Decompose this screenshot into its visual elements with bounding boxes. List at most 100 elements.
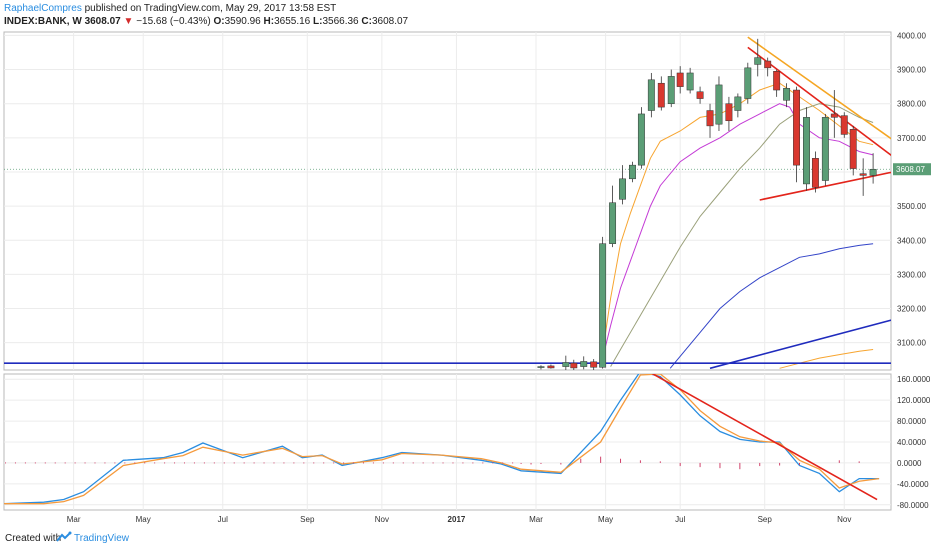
histogram-dot xyxy=(313,462,315,464)
osc-tick-label: 40.0000 xyxy=(897,438,926,447)
tradingview-logo-icon xyxy=(56,531,72,542)
candle-body xyxy=(657,82,665,108)
histogram-dot xyxy=(462,462,464,464)
histogram-dot xyxy=(263,462,265,464)
osc-tick-label: 120.0000 xyxy=(897,396,931,405)
upper-red-trendline xyxy=(747,46,891,157)
low-label: L: xyxy=(313,16,323,27)
price-tick-label: 3500.00 xyxy=(897,202,926,211)
price-pane-frame xyxy=(3,31,892,371)
candle-body xyxy=(706,110,714,127)
symbol-line: INDEX:BANK, W 3608.07 ▼ −15.68 (−0.43%) … xyxy=(4,16,408,27)
candle-body xyxy=(570,362,578,369)
upper-orange-trendline xyxy=(747,36,891,140)
osc-red-trendline xyxy=(651,374,878,501)
histogram-dot xyxy=(213,462,215,464)
price-tick-label: 3900.00 xyxy=(897,66,926,75)
ma-olive-line xyxy=(610,103,874,367)
histogram-dot xyxy=(492,462,494,464)
histogram-dot xyxy=(512,462,514,464)
time-tick-label: May xyxy=(598,515,613,524)
time-tick-label: Mar xyxy=(529,515,543,524)
candle-body xyxy=(821,117,829,181)
candle-body xyxy=(676,72,684,87)
histogram-dot xyxy=(452,462,454,464)
candle-body xyxy=(715,84,723,125)
histogram-dot xyxy=(362,462,364,464)
histogram-dot xyxy=(402,462,404,464)
histogram-dot xyxy=(333,462,335,464)
histogram-dot xyxy=(412,462,414,464)
histogram-dot xyxy=(14,462,16,464)
publish-line: RaphaelCompres published on TradingView.… xyxy=(4,3,336,14)
candle-body xyxy=(686,72,694,91)
histogram-dot xyxy=(84,462,86,464)
osc-series-orange xyxy=(4,374,880,505)
osc-tick-label: -40.0000 xyxy=(897,480,929,489)
histogram-dot xyxy=(94,462,96,464)
histogram-dot xyxy=(24,462,26,464)
candle-body xyxy=(647,79,655,111)
change-value: −15.68 (−0.43%) xyxy=(136,16,211,27)
osc-tick-label: -80.0000 xyxy=(897,501,929,510)
symbol-name: INDEX:BANK xyxy=(4,16,67,27)
price-tick-label: 3700.00 xyxy=(897,134,926,143)
close-label: C: xyxy=(361,16,372,27)
chart-background xyxy=(3,31,892,511)
histogram-dot xyxy=(223,462,225,464)
histogram-dot xyxy=(502,462,504,464)
oscillator-pane[interactable] xyxy=(4,371,880,505)
time-tick-label: 2017 xyxy=(448,515,466,524)
histogram-dot xyxy=(5,462,6,464)
candle-body xyxy=(754,57,762,65)
histogram-dot xyxy=(64,462,66,464)
histogram-dot xyxy=(273,462,275,464)
price-tick-label: 3100.00 xyxy=(897,339,926,348)
candle-body xyxy=(537,366,545,368)
candle-body xyxy=(590,361,598,368)
candle-body xyxy=(803,117,810,185)
open-value: 3590.96 xyxy=(224,16,261,27)
chart-header: RaphaelCompres published on TradingView.… xyxy=(0,0,932,30)
candle-body xyxy=(793,89,800,166)
candle-body xyxy=(734,96,742,111)
histogram-dot xyxy=(193,462,195,464)
last-price-label: 3608.07 xyxy=(896,165,925,174)
histogram-dot xyxy=(54,462,56,464)
candle-body xyxy=(783,88,791,101)
candle-body xyxy=(859,173,867,176)
price-tick-label: 3200.00 xyxy=(897,305,926,314)
last-price-badge xyxy=(893,163,931,176)
price-tick-label: 4000.00 xyxy=(897,31,926,40)
tradingview-brand[interactable]: TradingView xyxy=(74,533,130,544)
candle-body xyxy=(811,158,819,188)
published-text: published on TradingView.com, May 29, 20… xyxy=(81,3,337,14)
histogram-dot xyxy=(183,462,185,464)
histogram-dot xyxy=(442,462,444,464)
axes: 4000.003900.003800.003700.003600.003500.… xyxy=(67,31,931,524)
low-value: 3566.36 xyxy=(322,16,359,27)
histogram-dot xyxy=(34,462,36,464)
ma-orange-long-line xyxy=(779,349,874,369)
price-pane[interactable] xyxy=(4,36,932,371)
candle-body xyxy=(869,168,877,176)
time-tick-label: Mar xyxy=(67,515,81,524)
candle-body xyxy=(637,113,645,166)
candle-body xyxy=(773,71,781,91)
histogram-dot xyxy=(392,462,394,464)
histogram-dot xyxy=(382,462,384,464)
candle-body xyxy=(830,113,838,118)
time-tick-label: Jul xyxy=(218,515,228,524)
candle-body xyxy=(840,115,848,135)
author-link[interactable]: RaphaelCompres xyxy=(4,3,82,14)
candle-body xyxy=(629,164,636,180)
candle-body xyxy=(599,243,607,368)
lower-blue-diag-trendline xyxy=(709,319,891,370)
candle-body xyxy=(725,103,733,122)
chart-area[interactable]: 4000.003900.003800.003700.003600.003500.… xyxy=(0,30,932,528)
histogram-dot xyxy=(44,462,46,464)
footer: Created with TradingView xyxy=(0,528,932,550)
histogram-dot xyxy=(124,462,126,464)
open-label: O: xyxy=(213,16,225,27)
osc-tick-label: 160.0000 xyxy=(897,375,931,384)
